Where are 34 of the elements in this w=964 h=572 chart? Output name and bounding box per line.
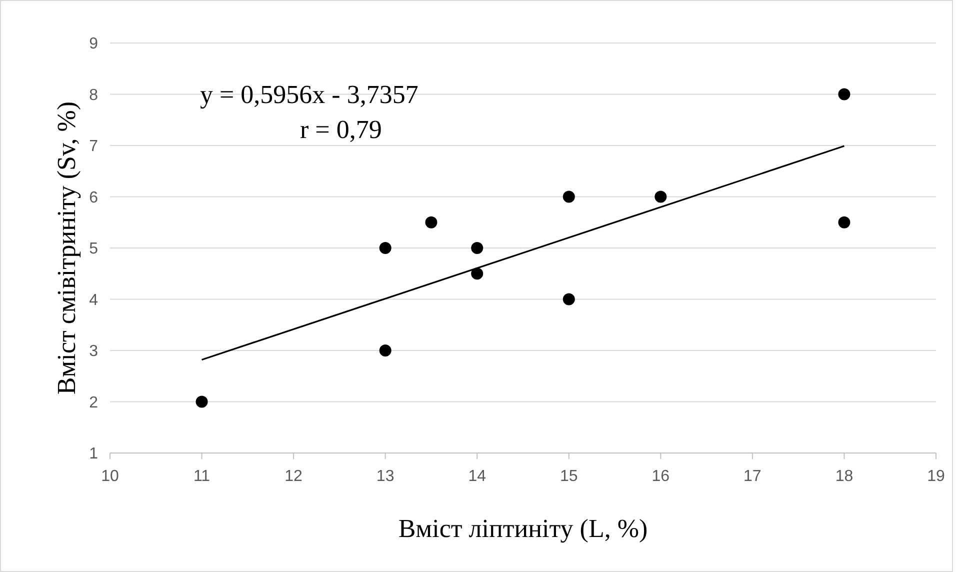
point [425,216,438,228]
x-tick-label: 12 [284,468,303,485]
point [562,190,575,203]
x-tick-label: 11 [193,468,210,485]
point [196,396,208,408]
x-tick-label: 17 [744,468,762,485]
y-tick-label: 1 [89,446,98,463]
point [654,190,667,203]
y-tick-label: 5 [89,240,98,258]
y-tick-label: 2 [89,394,98,412]
point [838,88,850,100]
y-tick-label: 6 [89,189,98,206]
x-tick-label: 16 [652,468,670,485]
y-tick-label: 9 [89,36,98,53]
x-tick-label: 10 [101,468,119,485]
y-tick-label: 8 [89,86,98,104]
y-tick-label: 4 [89,292,98,309]
x-tick-label: 15 [560,468,578,485]
point [379,242,392,254]
point [471,242,484,254]
y-axis-title: Вміст смівітриніту (Sv, %) [52,101,81,395]
x-tick-label: 14 [468,468,486,485]
x-axis-title: Вміст ліптиніту (L, %) [398,514,648,543]
point [379,344,392,356]
x-tick-label: 13 [376,468,394,485]
y-tick-label: 3 [89,343,98,360]
annotation: r = 0,79 [300,115,382,144]
annotation: y = 0,5956x - 3,7357 [200,80,418,109]
x-tick-label: 18 [835,468,854,485]
x-tick-label: 19 [927,468,945,485]
point [562,293,575,306]
point [838,216,850,228]
y-tick-label: 7 [89,138,98,156]
point [471,268,484,280]
